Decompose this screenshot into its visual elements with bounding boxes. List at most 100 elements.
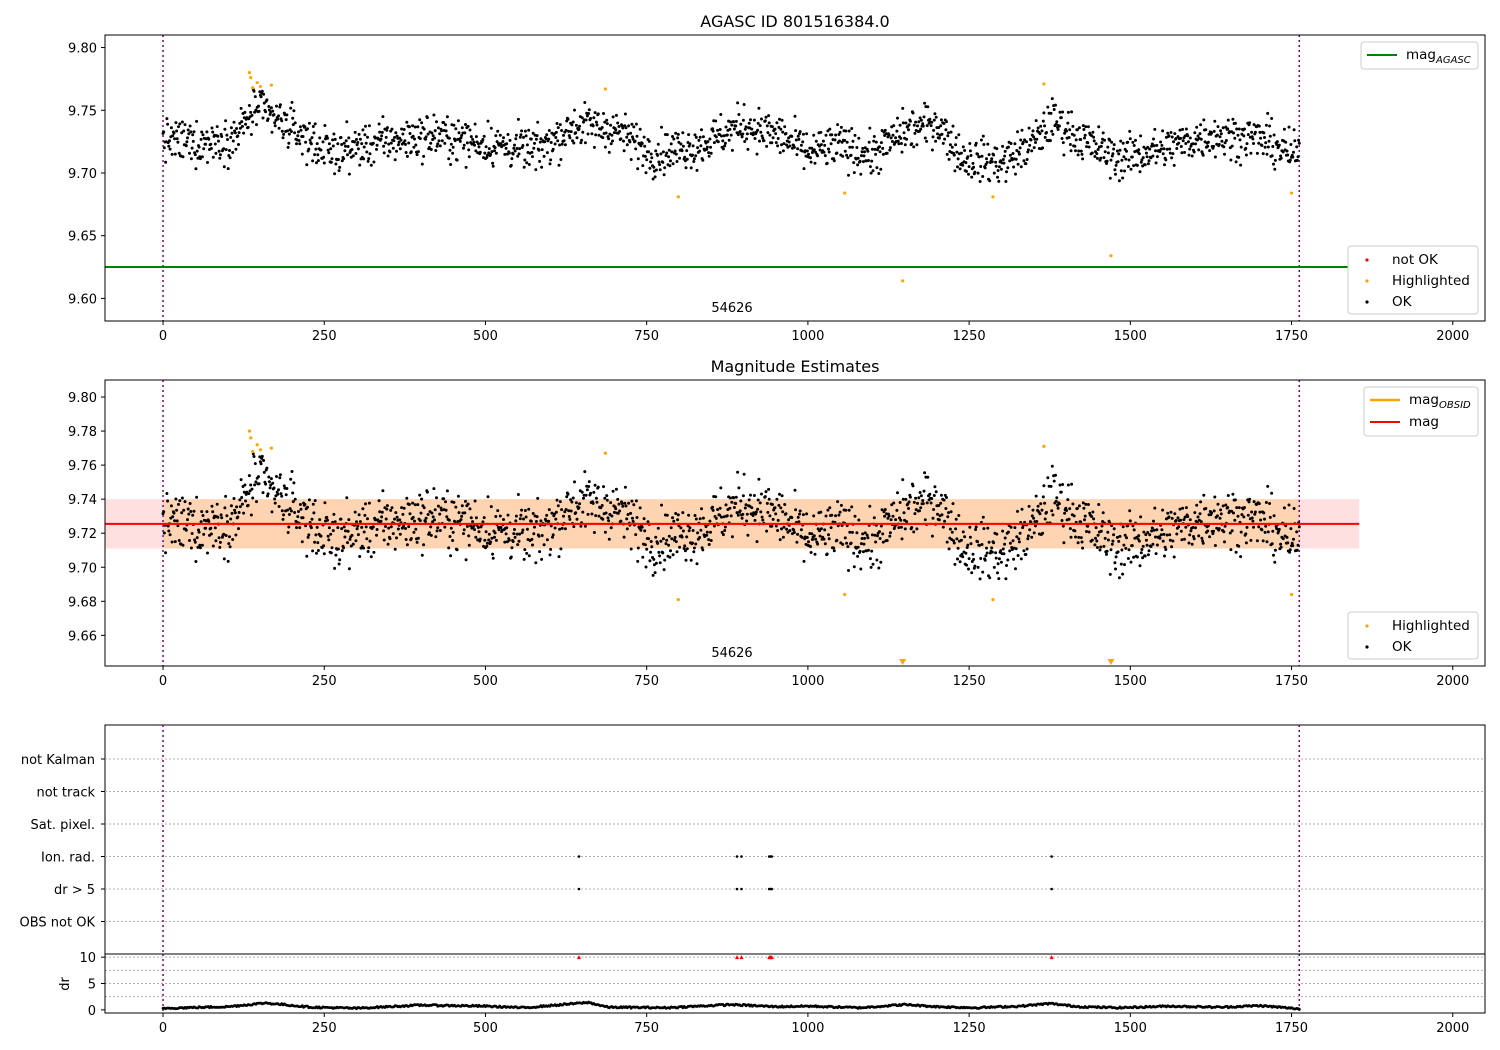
ok-point [173, 540, 177, 544]
ok-point [1123, 533, 1127, 537]
ok-point [600, 126, 604, 129]
ok-point [1252, 500, 1256, 504]
ok-point [233, 508, 237, 512]
ok-point [618, 130, 622, 133]
ok-point [1250, 516, 1254, 520]
flag-point [770, 855, 774, 858]
ok-point [1268, 502, 1272, 505]
ok-point [1159, 533, 1163, 537]
ok-point [752, 118, 756, 122]
ok-point [307, 498, 311, 502]
ok-point [1111, 539, 1115, 543]
ok-point [894, 518, 898, 522]
ok-point [902, 511, 906, 515]
ok-point [207, 519, 211, 523]
ok-point [316, 153, 320, 157]
ok-point [265, 98, 269, 102]
ok-point [642, 135, 646, 139]
flag-point [735, 855, 739, 858]
ok-point [1128, 509, 1132, 513]
ok-point [167, 529, 171, 533]
ok-point [847, 129, 851, 133]
ok-point [770, 524, 774, 528]
ok-point [191, 139, 195, 143]
ok-point [574, 131, 578, 135]
ok-point [1032, 146, 1036, 150]
ok-point [931, 135, 935, 139]
ok-point [393, 136, 396, 139]
ok-point [907, 507, 910, 510]
ok-point [1279, 156, 1283, 160]
ok-point [674, 152, 678, 156]
ok-point [1179, 136, 1183, 140]
ok-point [401, 132, 405, 136]
ok-point [846, 156, 850, 160]
ok-point [247, 104, 251, 107]
ok-point [342, 141, 346, 145]
ok-point [1079, 520, 1083, 524]
ok-point [605, 122, 609, 126]
ok-point [249, 133, 253, 136]
x-tick-label: 1500 [1114, 329, 1147, 344]
ok-point [354, 152, 358, 155]
ok-point [467, 543, 471, 547]
ok-point [777, 125, 781, 129]
ok-point [1188, 518, 1192, 522]
ok-point [344, 144, 347, 148]
ok-point [692, 160, 696, 163]
ok-point [881, 540, 885, 544]
ok-point [1151, 154, 1155, 158]
ok-point [753, 518, 757, 522]
ok-point [1003, 536, 1007, 540]
ok-point [948, 143, 952, 147]
ok-point [251, 496, 255, 500]
ok-point [1093, 543, 1097, 547]
ok-point [548, 553, 552, 557]
ok-point [186, 518, 189, 522]
ok-point [358, 137, 362, 141]
ok-point [579, 141, 583, 145]
ok-point [955, 150, 959, 154]
ok-point [788, 529, 792, 533]
ok-point [205, 130, 209, 134]
ok-point [309, 526, 313, 530]
ok-point [807, 540, 810, 544]
ok-point [583, 470, 587, 474]
ok-point [205, 510, 209, 514]
ok-point [425, 490, 429, 494]
ok-point [945, 540, 949, 544]
ok-point [257, 109, 261, 113]
ok-point [1105, 552, 1108, 556]
ok-point [545, 151, 549, 155]
ok-point [420, 553, 424, 557]
ok-point [171, 134, 175, 138]
ok-point [868, 504, 872, 508]
ok-point [1014, 567, 1017, 571]
ok-point [781, 510, 785, 514]
ok-point [1171, 539, 1175, 543]
ok-point [300, 540, 304, 544]
ok-point [313, 540, 317, 544]
ok-point [983, 166, 987, 170]
ok-point [1121, 525, 1125, 529]
ok-point [409, 537, 413, 541]
ok-point [525, 161, 529, 165]
ok-point [685, 547, 689, 551]
ok-point [224, 534, 228, 537]
ok-point [396, 527, 400, 531]
ok-point [1166, 131, 1170, 135]
ok-point [1121, 141, 1125, 145]
ok-point [1159, 147, 1163, 151]
y-axis-label: dr [58, 977, 73, 991]
ok-point [728, 127, 732, 131]
ok-point [564, 508, 568, 511]
ok-point [506, 513, 510, 517]
ok-point [630, 499, 634, 503]
ok-point [1218, 516, 1222, 520]
ok-point [622, 535, 626, 539]
ok-point [418, 118, 422, 122]
ok-point [889, 518, 893, 522]
ok-point [525, 143, 529, 147]
ok-point [522, 557, 526, 561]
ok-point [209, 532, 213, 536]
